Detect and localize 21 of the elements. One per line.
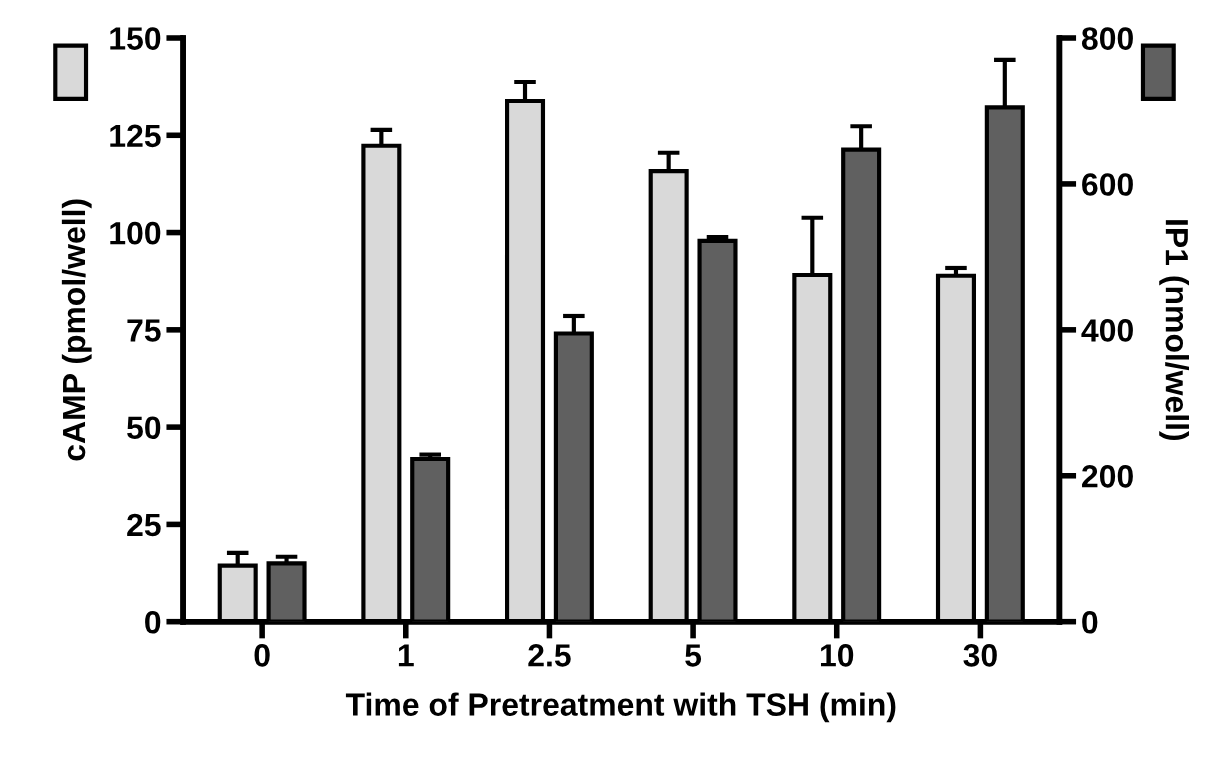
x-axis-title: Time of Pretreatment with TSH (min) (345, 692, 896, 723)
y2-tick-label: 600 (1082, 173, 1133, 196)
y-tick-label: 0 (145, 610, 161, 634)
x-tick-label: 5 (685, 644, 702, 667)
y2-tick-label: 800 (1081, 27, 1133, 50)
y-axis-title: cAMP (pmol/well) (61, 199, 92, 461)
y-tick-label: 25 (127, 513, 161, 537)
x-tick-label: 0 (254, 644, 270, 667)
x-tick-label: 2.5 (528, 644, 571, 667)
y-tick-label: 150 (110, 27, 161, 50)
y2-tick-label: 0 (1082, 610, 1098, 634)
y2-tick-label: 400 (1081, 319, 1133, 342)
y2-axis-title: IP1 (nmol/well) (1159, 220, 1189, 441)
x-tick-label: 10 (820, 644, 854, 667)
x-tick-label: 1 (398, 644, 414, 667)
x-tick-label: 30 (963, 644, 997, 667)
y-tick-label: 100 (110, 221, 161, 245)
y2-tick-label: 200 (1082, 465, 1133, 488)
y-tick-label: 50 (127, 416, 161, 440)
y-tick-label: 75 (127, 319, 161, 342)
y-tick-label: 125 (110, 124, 161, 148)
